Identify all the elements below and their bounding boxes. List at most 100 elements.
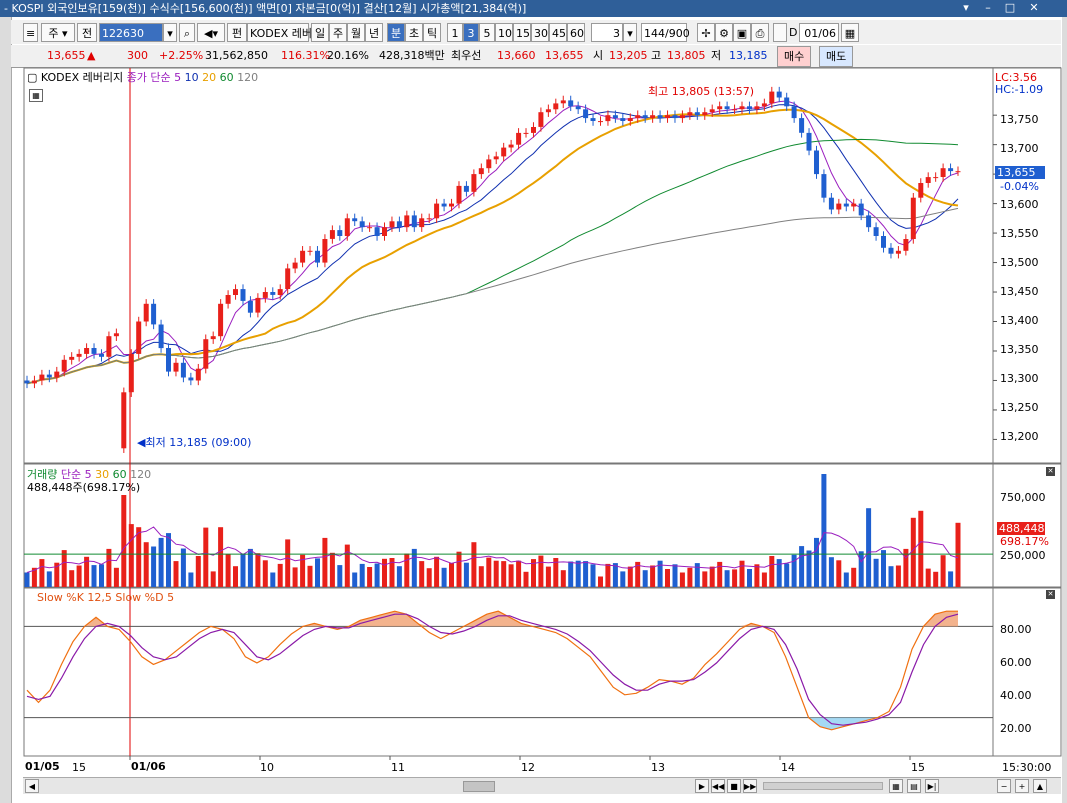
interval-input[interactable]: 3 (591, 23, 623, 42)
volume-bar (39, 559, 45, 587)
count-input[interactable]: 144/900 (641, 23, 690, 42)
scroll-up-icon[interactable]: ▲ (1033, 779, 1047, 793)
interval-15[interactable]: 15 (513, 23, 531, 42)
volume: 31,562,850 (205, 49, 268, 62)
open-label: 시 (593, 49, 604, 62)
zoom-out-icon[interactable]: − (997, 779, 1011, 793)
calendar-icon[interactable]: ▦ (841, 23, 859, 42)
chart-settings-icon[interactable]: ▦ (889, 779, 903, 793)
candle-body (590, 118, 596, 121)
candle-body (389, 221, 395, 228)
interval-60[interactable]: 60 (567, 23, 585, 42)
forward-icon[interactable]: ▶▶ (743, 779, 757, 793)
volume-bar (933, 571, 939, 587)
price-axis-label: 13,200 (1000, 430, 1039, 443)
candle-body (218, 303, 224, 337)
period-month[interactable]: 월 (347, 23, 365, 42)
name-prefix[interactable]: 펀 (227, 23, 247, 42)
volume-bar (121, 495, 127, 587)
volume-bar (665, 569, 670, 587)
stop-icon[interactable]: ■ (727, 779, 741, 793)
chart-layout-icon[interactable]: ▤ (907, 779, 921, 793)
interval-45[interactable]: 45 (549, 23, 567, 42)
candle-body (404, 215, 410, 228)
candle-body (769, 91, 775, 104)
volume-bar (694, 563, 700, 587)
play-icon[interactable]: ▶ (695, 779, 709, 793)
volume-bar (69, 570, 75, 587)
interval-dropdown-icon[interactable]: ▾ (623, 23, 637, 42)
rewind-icon[interactable]: ◀◀ (711, 779, 725, 793)
candle-body (642, 115, 648, 119)
print-icon[interactable]: ⎙ (751, 23, 769, 42)
volume-bar (99, 564, 104, 587)
sell-button[interactable]: 매도 (819, 46, 854, 67)
period-second[interactable]: 초 (405, 23, 423, 42)
best-ask: 13,655 (545, 49, 584, 62)
period-day[interactable]: 일 (311, 23, 329, 42)
candle-body (434, 203, 440, 219)
chart-scrollbar[interactable]: ◀ ▶ ◀◀ ■ ▶▶ ▦ ▤ ▶| − + ▲ (23, 777, 1061, 794)
code-dropdown-icon[interactable]: ▾ (163, 23, 177, 42)
volume-bar (828, 557, 834, 587)
candle-body (709, 109, 715, 113)
code-input[interactable]: 122630 (99, 23, 163, 42)
date-input[interactable]: 01/06 (799, 23, 839, 42)
volume-bar (851, 567, 857, 587)
candle-body (784, 97, 790, 107)
candle-body (858, 203, 864, 216)
close-button[interactable]: ✕ (1029, 1, 1039, 14)
cross-tool-icon[interactable]: ✢ (697, 23, 715, 42)
interval-3[interactable]: 3 (463, 23, 479, 42)
candle-body (352, 218, 358, 222)
volume-bar (270, 572, 276, 587)
interval-1[interactable]: 1 (447, 23, 463, 42)
sound-icon[interactable]: ◀▾ (197, 23, 225, 42)
market-select[interactable]: 주 ▾ (41, 23, 75, 42)
table-view-icon[interactable]: ▦ (29, 89, 43, 102)
window-menu-button[interactable]: ▾ (963, 1, 969, 14)
volume-bar (285, 539, 291, 587)
mode-button[interactable]: 전 (77, 23, 97, 42)
period-year[interactable]: 년 (365, 23, 383, 42)
ma120-line (26, 207, 959, 384)
volume-bar (382, 558, 387, 588)
search-icon[interactable]: ⌕ (179, 23, 195, 42)
period-tick[interactable]: 틱 (423, 23, 441, 42)
speed-slider[interactable] (763, 782, 883, 790)
stoch-pane-close-icon[interactable]: ✕ (1046, 590, 1055, 599)
volume-bar (575, 560, 581, 587)
save-icon[interactable]: ▣ (733, 23, 751, 42)
period-minute[interactable]: 분 (387, 23, 405, 42)
volume-axis-label: 250,000 (1000, 549, 1046, 562)
date-checkbox[interactable] (773, 23, 787, 42)
candle-body (493, 156, 499, 160)
volume-bar (761, 572, 767, 587)
candle-body (866, 215, 872, 228)
scroll-thumb[interactable] (463, 781, 495, 792)
scroll-left-icon[interactable]: ◀ (25, 779, 39, 793)
volume-bar (895, 565, 901, 587)
volume-pane-close-icon[interactable]: ✕ (1046, 467, 1055, 476)
candle-body (315, 250, 320, 263)
period-week[interactable]: 주 (329, 23, 347, 42)
volume-bar (31, 567, 37, 587)
volume-bar (337, 565, 343, 587)
interval-30[interactable]: 30 (531, 23, 549, 42)
x-date-label: 01/06 (131, 760, 166, 773)
maximize-button[interactable]: □ (1004, 1, 1016, 14)
stock-menu-icon[interactable]: ≡ (23, 23, 38, 42)
volume-bar (233, 566, 238, 587)
interval-10[interactable]: 10 (495, 23, 513, 42)
candle-body (307, 250, 313, 252)
zoom-in-icon[interactable]: + (1015, 779, 1029, 793)
title-bar: - KOSPI 외국인보유[159(천)] 수식수[156,600(천)] 액면… (0, 0, 1067, 17)
tool-settings-icon[interactable]: ⚙ (715, 23, 733, 42)
interval-5[interactable]: 5 (479, 23, 495, 42)
chart-collapse-icon[interactable]: ▢ (27, 71, 38, 84)
scroll-end-icon[interactable]: ▶| (925, 779, 939, 793)
minimize-button[interactable]: – (985, 1, 991, 14)
buy-button[interactable]: 매수 (777, 46, 812, 67)
x-date-label: 01/05 (25, 760, 60, 773)
